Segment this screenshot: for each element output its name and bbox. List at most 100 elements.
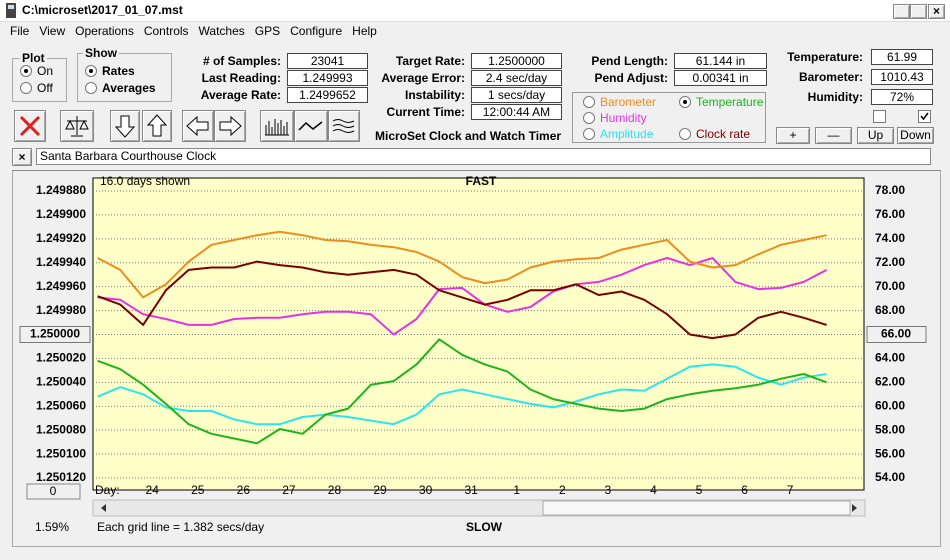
y2-tick-label: 56.00 [875,446,905,460]
show-group-label: Show [83,46,119,60]
y2-tick-label: 66.00 [881,327,911,341]
zoom-value: 0 [50,484,57,498]
left-button[interactable] [182,110,214,142]
clear-button[interactable]: × [12,148,32,166]
x-tick-label: 7 [787,483,794,497]
radio [583,128,595,140]
y2-tick-label: 68.00 [875,303,905,317]
field-label: Current Time: [386,105,465,119]
tick-button [19,326,91,343]
legend-item[interactable]: Amplitude [583,127,653,141]
radio-averages[interactable]: Averages [85,81,156,95]
field-value[interactable]: 12:00:44 AM [471,104,562,120]
x-tick-label: 2 [559,483,566,497]
radio-rates[interactable]: Rates [85,64,135,78]
adjust-button[interactable]: Down [897,127,934,144]
menu-item[interactable]: Configure [290,24,343,38]
line-button[interactable] [294,110,328,142]
y2-tick-label: 74.00 [875,231,905,245]
x-tick-label: 28 [328,483,342,497]
close-button[interactable]: × [928,4,945,19]
menu-item[interactable]: File [10,24,30,38]
adjust-button[interactable]: + [776,127,810,144]
x-tick-label: 6 [741,483,748,497]
field-value[interactable]: 1010.43 [871,69,933,85]
field-label: Humidity: [807,90,863,104]
field-value[interactable]: 61.144 in [674,53,767,69]
y-tick-label: 1.250020 [36,351,86,365]
field-label: Average Error: [381,71,465,85]
clock-name-field[interactable]: Santa Barbara Courthouse Clock [36,148,931,165]
legend-label: Temperature [696,95,764,109]
field-value[interactable]: 1.2499652 [287,87,368,103]
y2-tick-label: 62.00 [875,375,905,389]
bars-button[interactable] [260,110,294,142]
minimize-button[interactable] [893,4,910,19]
field-label: Last Reading: [201,71,281,85]
chart: 16.0 days shown FAST Day: 0 1.59% Each g… [19,174,927,534]
field-value[interactable]: 2.4 sec/day [471,70,562,86]
app-name: MicroSet Clock and Watch Timer [375,129,562,143]
adjust-button[interactable]: Up [857,127,894,144]
radio-label: Averages [102,81,156,95]
series-selector: Barometer Humidity Amplitude Temperature Clo… [572,92,766,143]
y2-tick-label: 54.00 [875,470,905,484]
up-button[interactable] [142,110,172,142]
menu-item[interactable]: Controls [143,24,189,38]
radio-label: Off [37,81,53,95]
field-value[interactable]: 72% [871,89,933,105]
scroll-thumb[interactable] [542,500,851,516]
menu-item[interactable]: Help [352,24,377,38]
series-line [97,230,827,299]
field-value[interactable]: 1.249993 [287,70,368,86]
y-tick-label: 1.249900 [36,207,86,221]
x-tick-label: 30 [419,483,433,497]
zoom-button[interactable] [26,483,81,500]
legend-item[interactable]: Barometer [583,95,656,109]
field-label: Pend Length: [591,54,668,68]
menu-item[interactable]: GPS [254,24,281,38]
plot-group-label: Plot [20,51,47,65]
field-value[interactable]: 1.2500000 [471,53,562,69]
field-value[interactable]: 1 secs/day [471,87,562,103]
show-group [77,53,172,102]
percent: 1.59% [35,520,69,534]
x-tick-label: 29 [373,483,387,497]
checkbox[interactable] [873,110,886,123]
series-line [97,260,827,340]
menu-item[interactable]: Operations [75,24,134,38]
legend-item[interactable]: Clock rate [679,127,750,141]
legend-item[interactable]: Humidity [583,111,647,125]
field-value[interactable]: 0.00341 in [674,70,767,86]
radio-on[interactable]: On [20,64,53,78]
field-value[interactable]: 61.99 [871,49,933,65]
y2-tick-label: 58.00 [875,422,905,436]
slow-label: SLOW [466,520,503,534]
fast-label: FAST [466,174,497,188]
y-tick-label: 1.250040 [36,375,86,389]
y2-tick-label: 72.00 [875,255,905,269]
field-label: Target Rate: [395,54,465,68]
x-tick-label: 25 [191,483,205,497]
right-button[interactable] [214,110,246,142]
waves-button[interactable] [328,110,360,142]
legend-item[interactable]: Temperature [679,95,763,109]
maximize-button[interactable] [910,4,927,19]
y-tick-label: 1.250120 [36,470,86,484]
radio-off[interactable]: Off [20,81,53,95]
series-line [97,257,828,336]
calibrate-button[interactable] [60,110,94,142]
field-value[interactable]: 23041 [287,53,368,69]
y-tick-label: 1.249920 [36,231,86,245]
down-button[interactable] [110,110,140,142]
menu-item[interactable]: View [39,24,66,38]
adjust-button[interactable]: — [815,127,852,144]
menu-item[interactable]: Watches [198,24,245,38]
y2-tick-label: 64.00 [875,351,905,365]
field-label: Average Rate: [200,88,281,102]
y2-tick-label: 60.00 [875,398,905,412]
x-tick-label: 4 [650,483,657,497]
app-icon [6,3,16,18]
stop-button[interactable] [14,110,46,142]
checkbox[interactable] [918,110,931,123]
